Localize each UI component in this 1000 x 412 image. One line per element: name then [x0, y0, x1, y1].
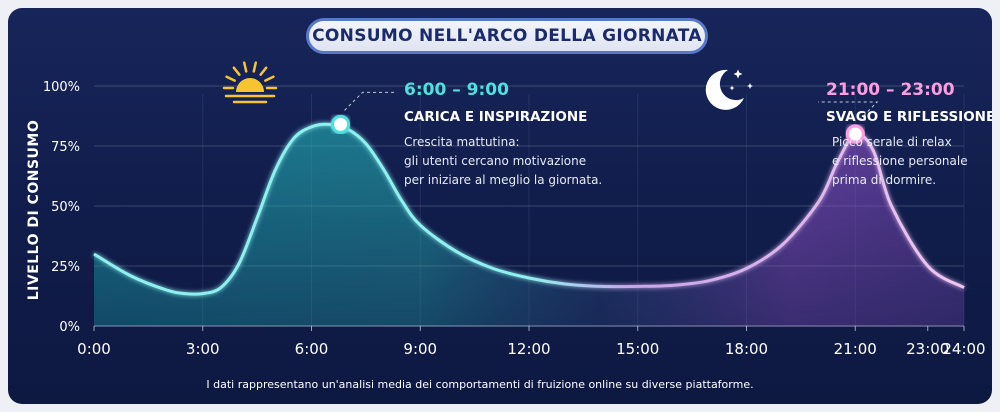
- moon-stars-icon: [705, 69, 753, 110]
- axes: 0% 25% 50% 75% 100% 0:00 3:00 6:00 9:00 12:00 15:0…: [43, 80, 986, 358]
- x-tick-label: 9:00: [403, 340, 437, 358]
- annotation-time: 6:00 – 9:00: [404, 80, 509, 100]
- x-tick-label: 18:00: [725, 340, 768, 358]
- x-tick-label: 24:00: [942, 340, 985, 358]
- x-tick-label: 6:00: [295, 340, 329, 358]
- series-line: [93, 122, 965, 296]
- series-area: [94, 124, 964, 327]
- annotation-body-line: Picco serale di relax: [832, 135, 952, 149]
- area-layer: [93, 122, 965, 327]
- peak-marker: [331, 114, 350, 134]
- annotation-time: 21:00 – 23:00: [826, 80, 955, 100]
- y-axis-label: LIVELLO DI CONSUMO: [26, 120, 42, 301]
- x-tick-label: 0:00: [77, 340, 111, 358]
- y-tick-label: 75%: [51, 140, 80, 155]
- chart-title: CONSUMO NELL'ARCO DELLA GIORNATA: [306, 18, 708, 54]
- x-tick-label: 21:00: [834, 340, 877, 358]
- x-tick-label: 23:00: [906, 340, 949, 358]
- y-tick-label: 100%: [43, 80, 80, 95]
- x-tick-label: 15:00: [616, 340, 659, 358]
- annotation-morning: 6:00 – 9:00 CARICA E INSPIRAZIONE Crescita…: [331, 80, 602, 187]
- x-tick-label: 12:00: [507, 340, 550, 358]
- y-tick-label: 0%: [59, 320, 80, 335]
- chart-card: CONSUMO NELL'ARCO DELLA GIORNATA: [8, 8, 992, 404]
- annotation-body-line: per iniziare al meglio la giornata.: [404, 173, 602, 187]
- x-tick-label: 3:00: [186, 340, 220, 358]
- annotation-body-line: Crescita mattutina:: [404, 135, 520, 149]
- annotation-leader: [818, 101, 879, 121]
- annotation-evening: 21:00 – 23:00 SVAGO E RIFLESSIONE Picco se…: [818, 80, 992, 187]
- annotations: 6:00 – 9:00 CARICA E INSPIRAZIONE Crescita…: [222, 61, 992, 187]
- footnote: I dati rappresentano un'analisi media de…: [206, 378, 753, 391]
- chart-canvas: 0% 25% 50% 75% 100% 0:00 3:00 6:00 9:00 12:00 15:0…: [26, 61, 992, 391]
- y-tick-label: 25%: [51, 260, 80, 275]
- sun-icon: [222, 61, 278, 104]
- annotation-body-line: gli utenti cercano motivazione: [404, 154, 586, 168]
- y-tick-label: 50%: [51, 200, 80, 215]
- annotation-leader: [344, 91, 396, 111]
- annotation-body-line: e riflessione personale: [832, 154, 968, 168]
- annotation-heading: SVAGO E RIFLESSIONE: [826, 109, 992, 125]
- peak-marker: [845, 124, 865, 144]
- annotation-body-line: prima di dormire.: [832, 173, 936, 187]
- annotation-heading: CARICA E INSPIRAZIONE: [404, 109, 587, 125]
